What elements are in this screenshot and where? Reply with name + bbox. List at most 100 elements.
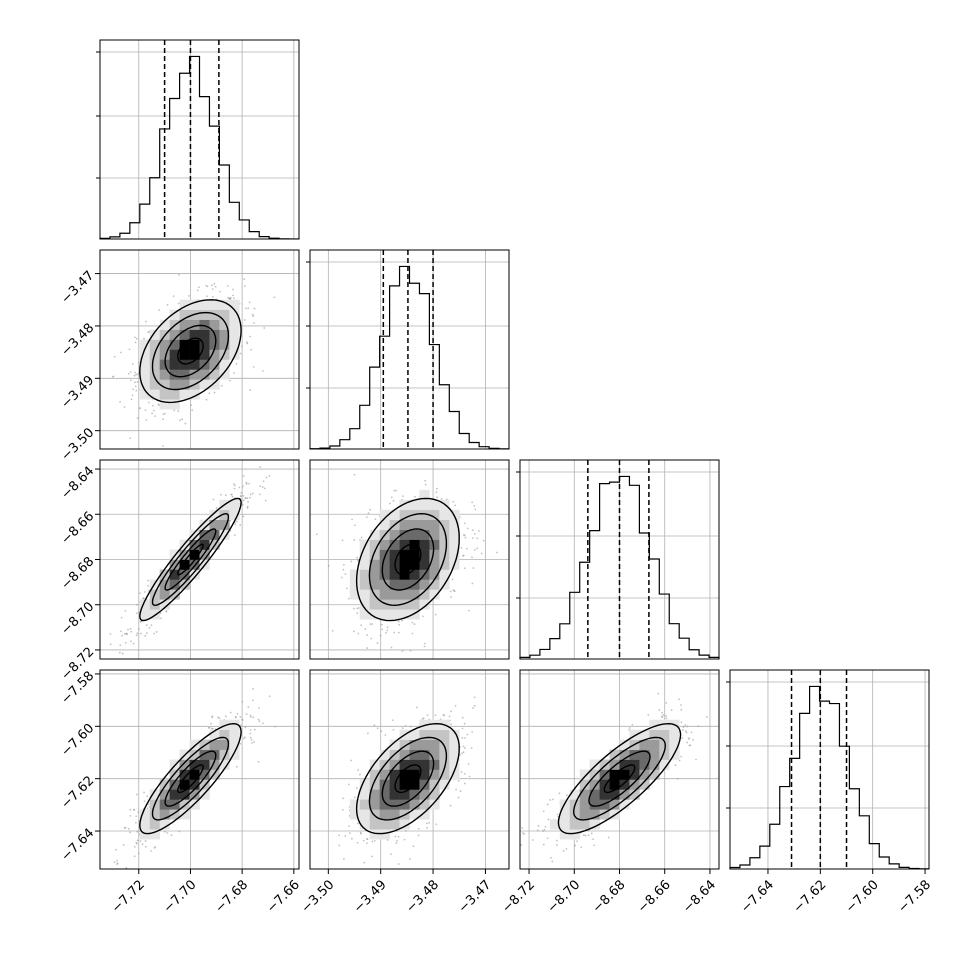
scatter-point [542, 810, 545, 813]
density-cells [349, 719, 460, 840]
scatter-point [210, 727, 213, 730]
scatter-point [232, 482, 235, 485]
density-cell [449, 519, 460, 530]
density-cell [409, 599, 420, 610]
density-cell [399, 539, 410, 550]
scatter-point [733, 690, 735, 692]
density-cell [189, 549, 200, 560]
scatter-point [473, 696, 476, 699]
density-cell [159, 369, 170, 380]
scatter-point [249, 736, 252, 739]
density-cell [219, 529, 230, 540]
scatter-point [146, 795, 149, 798]
scatter-point [157, 403, 160, 406]
scatter-point [153, 846, 156, 849]
density-cell [229, 319, 240, 330]
scatter-point [242, 475, 245, 477]
density-cell [139, 819, 151, 830]
scatter-point [127, 372, 130, 375]
density-cell [409, 529, 420, 540]
scatter-point [706, 716, 708, 718]
scatter-point [356, 556, 359, 559]
density-cell [559, 819, 571, 830]
scatter-point [374, 518, 377, 521]
density-cell [619, 739, 630, 750]
density-cell [389, 539, 400, 550]
density-cell [229, 329, 240, 340]
scatter-point [143, 791, 145, 794]
scatter-point [242, 515, 245, 518]
density-cell [359, 819, 370, 830]
scatter-point [163, 412, 166, 415]
scatter-point [242, 499, 245, 502]
x-tick-label: −7.72 [109, 877, 148, 916]
scatter-point [462, 745, 465, 748]
scatter-point [367, 512, 370, 515]
y-tick-label: −7.60 [59, 721, 98, 760]
scatter-point [170, 834, 173, 837]
density-cell [179, 759, 190, 770]
scatter-point [242, 494, 245, 497]
scatter-point [549, 799, 552, 801]
scatter-point [435, 823, 438, 826]
density-cell [149, 789, 160, 800]
scatter-point [136, 417, 139, 420]
scatter-point [555, 839, 558, 842]
density-cell [159, 399, 170, 410]
scatter-point [120, 630, 122, 633]
scatter-point [138, 407, 141, 409]
scatter-point [661, 711, 663, 714]
scatter-point [155, 631, 158, 633]
scatter-point [684, 730, 687, 732]
scatter-point [466, 527, 469, 530]
density-cell [169, 789, 180, 800]
scatter-point [123, 633, 126, 635]
density-cell [429, 519, 440, 530]
scatter-point [464, 737, 466, 739]
scatter-point [241, 700, 244, 703]
scatter-point [342, 563, 345, 566]
density-cell [609, 789, 620, 800]
scatter-point [412, 845, 415, 848]
scatter-point [264, 499, 267, 502]
density-cell [379, 539, 390, 550]
scatter-point [347, 783, 350, 786]
contour-line-3 [572, 736, 667, 821]
density-cell [579, 799, 590, 810]
scatter-point [476, 547, 479, 550]
scatter-point [457, 796, 460, 799]
density-cell [559, 829, 571, 840]
scatter-point [174, 456, 176, 458]
scatter-point [472, 567, 475, 569]
scatter-point [132, 808, 135, 811]
scatter-point [133, 855, 136, 858]
panel-frame [99, 39, 300, 240]
density-cell [349, 809, 361, 820]
scatter-point [143, 591, 146, 593]
scatter-point [133, 381, 136, 384]
scatter-point [583, 834, 585, 836]
density-cell [159, 349, 170, 360]
scatter-point [402, 495, 404, 498]
scatter-point [166, 303, 169, 306]
scatter-point [121, 634, 123, 637]
scatter-point [385, 631, 387, 634]
scatter-point [480, 552, 483, 555]
density-cell [359, 559, 370, 570]
density-cell [199, 759, 210, 770]
density-cell [169, 349, 180, 360]
scatter-point [245, 483, 248, 485]
scatter-point [390, 646, 393, 649]
density-cell [429, 719, 440, 730]
scatter-point [177, 274, 180, 276]
scatter-point [536, 829, 539, 832]
scatter-point [144, 409, 147, 412]
density-cell [369, 819, 380, 830]
density-cell [219, 319, 230, 330]
scatter-point [684, 724, 687, 726]
scatter-point [268, 695, 271, 698]
scatter-point [417, 447, 419, 449]
scatter-point [356, 612, 359, 615]
scatter-point [135, 389, 138, 392]
density-cell [619, 779, 630, 790]
